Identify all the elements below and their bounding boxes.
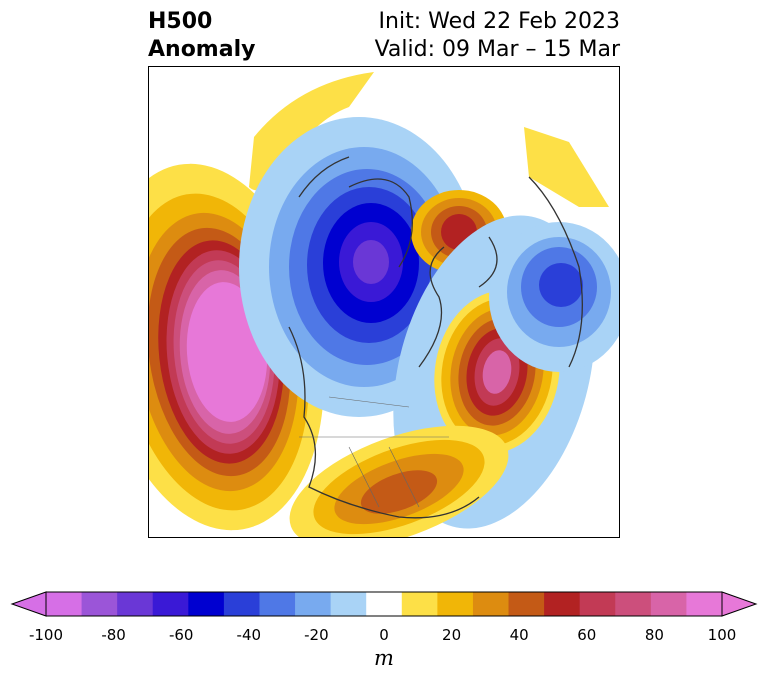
- colorbar-tick-label: 100: [707, 626, 737, 644]
- colorbar-cell: [544, 592, 581, 616]
- colorbar-tick-label: -80: [101, 626, 126, 644]
- colorbar-cell: [46, 592, 83, 616]
- colorbar-frame: [45, 591, 723, 617]
- colorbar-cell: [223, 592, 260, 616]
- colorbar-cell: [295, 592, 332, 616]
- colorbar-cell: [81, 592, 118, 616]
- borders: [299, 396, 449, 508]
- colorbar-cell: [686, 592, 723, 616]
- colorbar-extend-low: [10, 591, 47, 617]
- colorbar-tick-label: -40: [236, 626, 262, 644]
- plot-title-left: H500 Anomaly: [148, 8, 255, 64]
- colorbar-tick-label: 20: [442, 626, 462, 644]
- title-field: Anomaly: [148, 37, 256, 62]
- title-init: Init: Wed 22 Feb 2023: [378, 9, 620, 34]
- map-canvas: [149, 72, 619, 537]
- colorbar-tick-label: -20: [304, 626, 329, 644]
- colorbar-cell: [152, 592, 189, 616]
- colorbar-tick-label: 80: [644, 626, 664, 644]
- colorbar-tick-label: 60: [577, 626, 597, 644]
- colorbar-cell: [117, 592, 154, 616]
- colorbar-tick-label: 0: [379, 626, 389, 644]
- colorbar-cell: [508, 592, 545, 616]
- colorbar-cell: [437, 592, 474, 616]
- europe-trough: [489, 222, 619, 372]
- plot-title-right: Init: Wed 22 Feb 2023 Valid: 09 Mar – 15…: [375, 8, 620, 64]
- colorbar-tick-label: -60: [168, 626, 194, 644]
- colorbar-cell: [259, 592, 296, 616]
- coastlines: [288, 156, 583, 519]
- colorbar-cell: [472, 592, 510, 616]
- colorbar-cell: [188, 592, 225, 616]
- title-variable: H500: [148, 9, 213, 34]
- colorbar-cell: [650, 592, 687, 616]
- siberia-positive: [524, 127, 609, 207]
- colorbar-cell: [579, 592, 616, 616]
- title-valid: Valid: 09 Mar – 15 Mar: [374, 37, 620, 62]
- colorbar-units: m: [374, 646, 394, 670]
- colorbar-cell: [366, 592, 403, 616]
- colorbar-tick-label: 40: [509, 626, 529, 644]
- southeast-us-ridge: [289, 425, 509, 537]
- anomaly-map: [148, 66, 620, 538]
- colorbar-cell: [330, 592, 367, 616]
- colorbar-tick-label: -100: [28, 626, 64, 644]
- colorbar-extend-high: [721, 591, 758, 617]
- colorbar: [10, 591, 758, 617]
- colorbar-cell: [401, 592, 438, 616]
- colorbar-cell: [615, 592, 652, 616]
